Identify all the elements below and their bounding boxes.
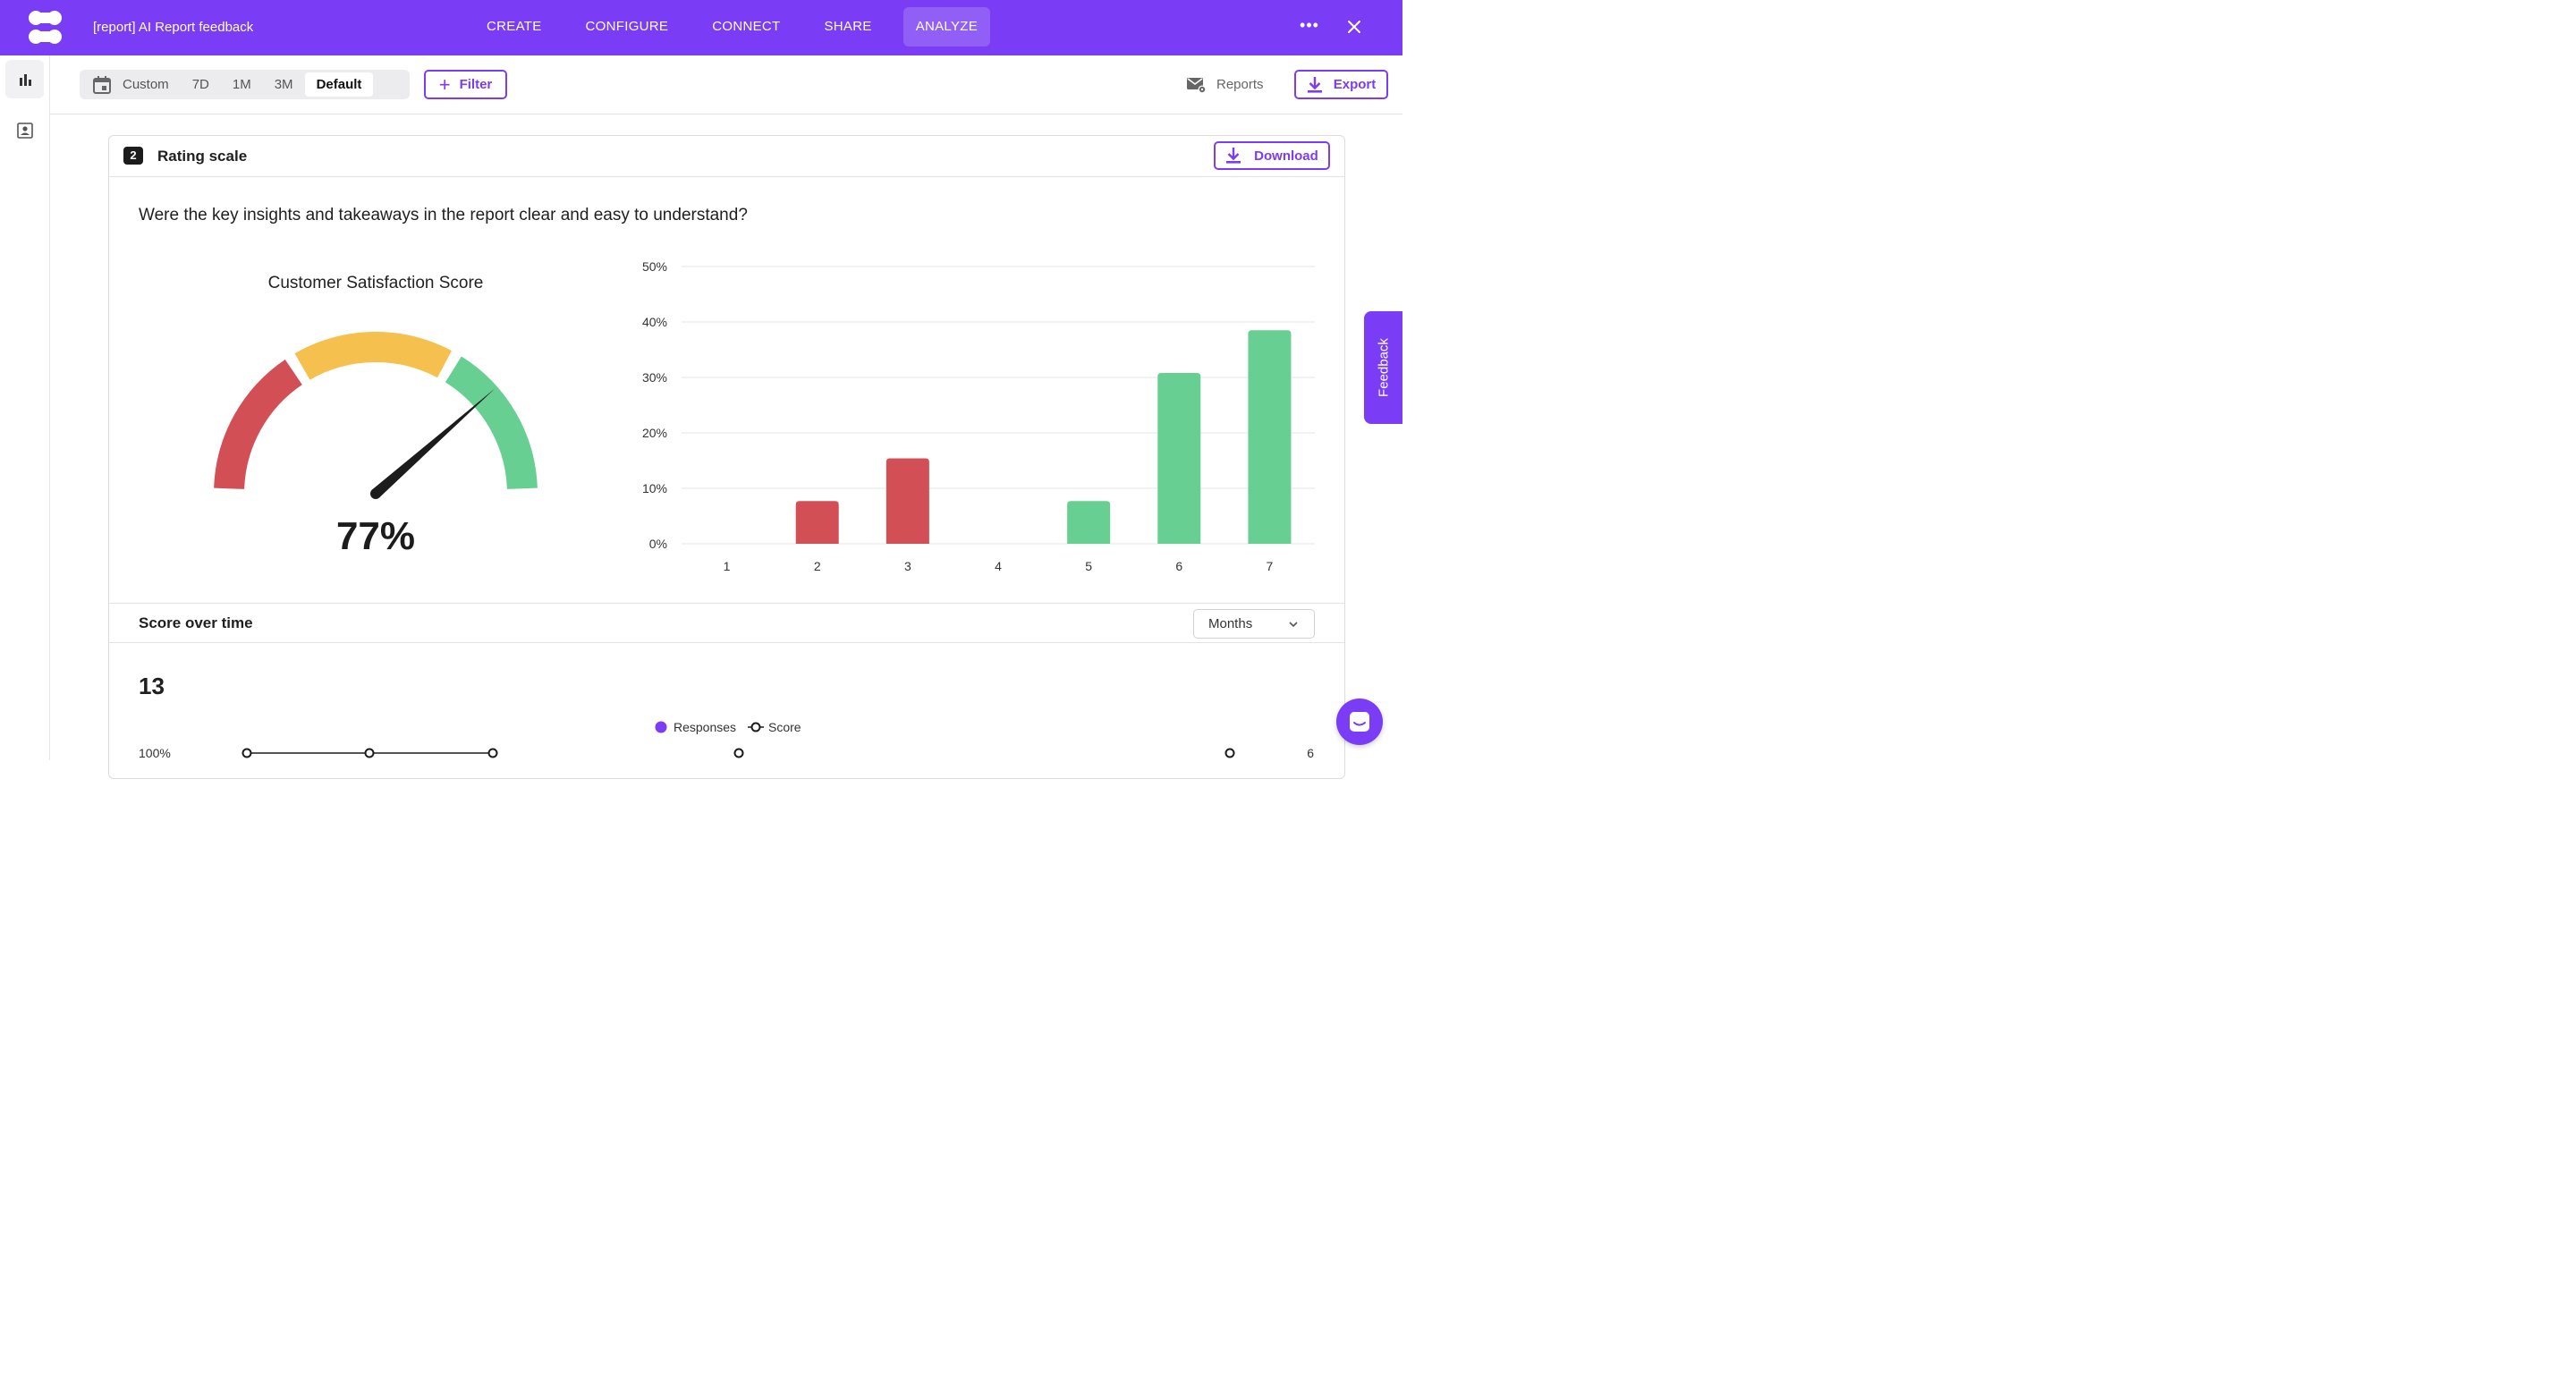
y-tick-label: 40%	[642, 315, 667, 329]
gauge-segment-low	[214, 359, 303, 490]
score-point	[733, 748, 744, 758]
bar	[1157, 373, 1201, 544]
y-left-tick-label: 100%	[139, 746, 171, 760]
bar-chart-icon	[19, 73, 31, 86]
gauge-segment-high	[445, 356, 538, 490]
range-3m[interactable]: 3M	[274, 77, 293, 92]
question-card: 2 Rating scale Download Were the key ins…	[108, 135, 1345, 779]
toolbar: Custom 7D 1M 3M Default + Filter Reports…	[50, 55, 1402, 114]
filter-button[interactable]: + Filter	[424, 70, 507, 99]
range-default[interactable]: Default	[304, 72, 374, 97]
contact-card-icon	[16, 122, 33, 139]
gauge-segment-mid	[294, 332, 452, 380]
period-select[interactable]: Months	[1193, 609, 1315, 639]
nav-create[interactable]: CREATE	[487, 19, 542, 34]
reports-button[interactable]: Reports	[1186, 70, 1264, 99]
range-custom[interactable]: Custom	[123, 77, 169, 92]
card-header: 2 Rating scale Download	[109, 136, 1344, 177]
chat-launcher[interactable]	[1336, 698, 1383, 745]
score-point	[487, 748, 498, 758]
score-line-chart: Responses Score 100% 6	[139, 720, 1314, 760]
nav-connect[interactable]: CONNECT	[712, 19, 781, 34]
export-button[interactable]: Export	[1294, 70, 1388, 99]
legend-score-label: Score	[768, 720, 801, 734]
y-tick-label: 10%	[642, 481, 667, 495]
download-button[interactable]: Download	[1214, 141, 1330, 170]
sidebar	[0, 55, 50, 760]
score-over-time-header: Score over time Months	[109, 603, 1344, 643]
x-tick-label: 6	[1175, 559, 1182, 573]
gauge-title: Customer Satisfaction Score	[267, 274, 484, 292]
chat-icon	[1350, 712, 1369, 732]
top-bar: [report] AI Report feedback CREATE CONFI…	[0, 0, 1402, 55]
legend-score-swatch	[750, 722, 761, 732]
reports-label: Reports	[1216, 77, 1264, 92]
x-tick-label: 3	[904, 559, 911, 573]
bar	[886, 458, 929, 544]
x-tick-label: 7	[1267, 559, 1274, 573]
download-icon	[1307, 76, 1322, 93]
section-title: Score over time	[139, 614, 253, 631]
gauge-needle-hub	[370, 488, 381, 499]
legend-responses-label: Responses	[674, 720, 736, 734]
sidebar-item-analytics[interactable]	[5, 60, 44, 98]
score-point	[364, 748, 375, 758]
bar	[1248, 330, 1292, 544]
y-tick-label: 20%	[642, 426, 667, 440]
x-tick-label: 4	[995, 559, 1002, 573]
x-tick-label: 2	[814, 559, 821, 573]
download-icon	[1226, 148, 1241, 164]
sidebar-item-respondents[interactable]	[5, 111, 44, 149]
response-count: 13	[139, 673, 165, 699]
question-number-badge: 2	[123, 147, 143, 165]
plus-icon: +	[438, 72, 451, 96]
mail-settings-icon	[1187, 77, 1207, 93]
legend-responses-swatch	[655, 721, 667, 733]
satisfaction-gauge: 77%	[214, 332, 538, 558]
calendar-icon[interactable]	[92, 75, 112, 95]
range-7d[interactable]: 7D	[191, 77, 209, 92]
score-point	[242, 748, 252, 758]
feedback-tab[interactable]: Feedback	[1364, 311, 1402, 424]
gauge-needle	[372, 388, 496, 498]
rating-bar-chart: 0% 10% 20% 30% 40% 50% 1 2 3 4 5 6 7	[642, 259, 1315, 573]
nav-configure[interactable]: CONFIGURE	[585, 19, 669, 34]
feedback-label: Feedback	[1376, 338, 1391, 397]
y-tick-label: 30%	[642, 370, 667, 385]
period-select-value: Months	[1208, 616, 1253, 631]
chevron-down-icon	[1289, 622, 1298, 628]
download-label: Download	[1254, 148, 1318, 164]
close-icon[interactable]	[1342, 14, 1367, 39]
export-label: Export	[1333, 77, 1377, 92]
x-tick-label: 5	[1085, 559, 1092, 573]
range-1m[interactable]: 1M	[232, 77, 251, 92]
question-text: Were the key insights and takeaways in t…	[139, 206, 748, 224]
score-point	[1224, 748, 1235, 758]
more-horizontal-icon[interactable]: •••	[1300, 16, 1319, 34]
y-tick-label: 0%	[649, 537, 667, 551]
filter-label: Filter	[459, 77, 493, 92]
nav-analyze[interactable]: ANALYZE	[902, 7, 991, 47]
date-range-group: Custom 7D 1M 3M Default	[80, 70, 410, 99]
document-title: [report] AI Report feedback	[93, 20, 254, 35]
y-right-tick-label: 6	[1307, 746, 1314, 760]
x-tick-label: 1	[724, 559, 731, 573]
bar	[1067, 501, 1111, 544]
main-nav: CREATE CONFIGURE CONNECT SHARE ANALYZE	[474, 7, 1009, 47]
card-title: Rating scale	[157, 148, 248, 165]
gauge-value-label: 77%	[336, 514, 415, 558]
app-logo[interactable]	[27, 9, 64, 47]
y-tick-label: 50%	[642, 259, 667, 274]
nav-share[interactable]: SHARE	[824, 19, 872, 34]
bar	[795, 501, 839, 544]
